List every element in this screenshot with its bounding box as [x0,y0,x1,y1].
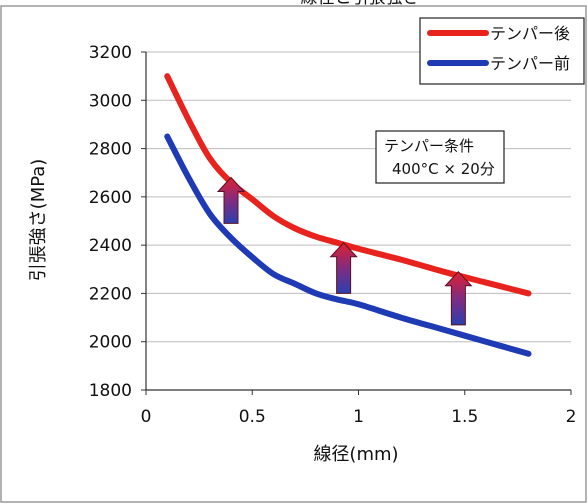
x-tick-label: 0.5 [239,407,266,427]
y-tick-label: 1800 [89,381,132,401]
y-tick-label: 3000 [89,91,132,111]
outer-frame [0,5,587,503]
y-tick-label: 2000 [89,333,132,353]
y-tick-label: 2600 [89,188,132,208]
x-tick-label: 1.5 [451,407,478,427]
y-tick-label: 2200 [89,284,132,304]
x-tick-labels: 0 0.5 1 1.5 2 [141,407,577,427]
chart-title-cut: 線径と引張強さ [301,0,420,8]
note-box [375,130,505,184]
note-line-1: テンパー条件 [384,137,474,155]
shift-arrow [216,176,246,224]
x-tick-label: 1 [353,407,364,427]
shift-arrow [329,241,358,294]
y-tick-label: 3200 [89,43,132,63]
note-line-2: 400°C × 20分 [392,160,495,178]
y-tick-label: 2400 [89,236,132,256]
legend-label-after: テンパー後 [490,24,570,43]
axes [141,51,572,395]
tempering-condition-note: テンパー条件 400°C × 20分 [375,130,505,184]
y-axis-title: 引張強さ(MPa) [28,159,49,282]
x-tick-label: 0 [141,407,152,427]
x-axis-title: 線径(mm) [313,444,398,465]
x-tick-label: 2 [566,407,577,427]
y-tick-labels: 1800 2000 2200 2400 2600 2800 3000 3200 [89,43,132,401]
shift-arrows [216,176,473,326]
legend: テンパー後 テンパー前 [419,17,585,85]
shift-arrow [444,270,473,326]
legend-label-before: テンパー前 [490,54,570,73]
series-lines [164,73,532,357]
y-tick-label: 2800 [89,140,132,160]
legend-box [419,17,585,85]
series-line-before-tempering [164,133,532,357]
series-line-after-tempering [164,73,532,297]
